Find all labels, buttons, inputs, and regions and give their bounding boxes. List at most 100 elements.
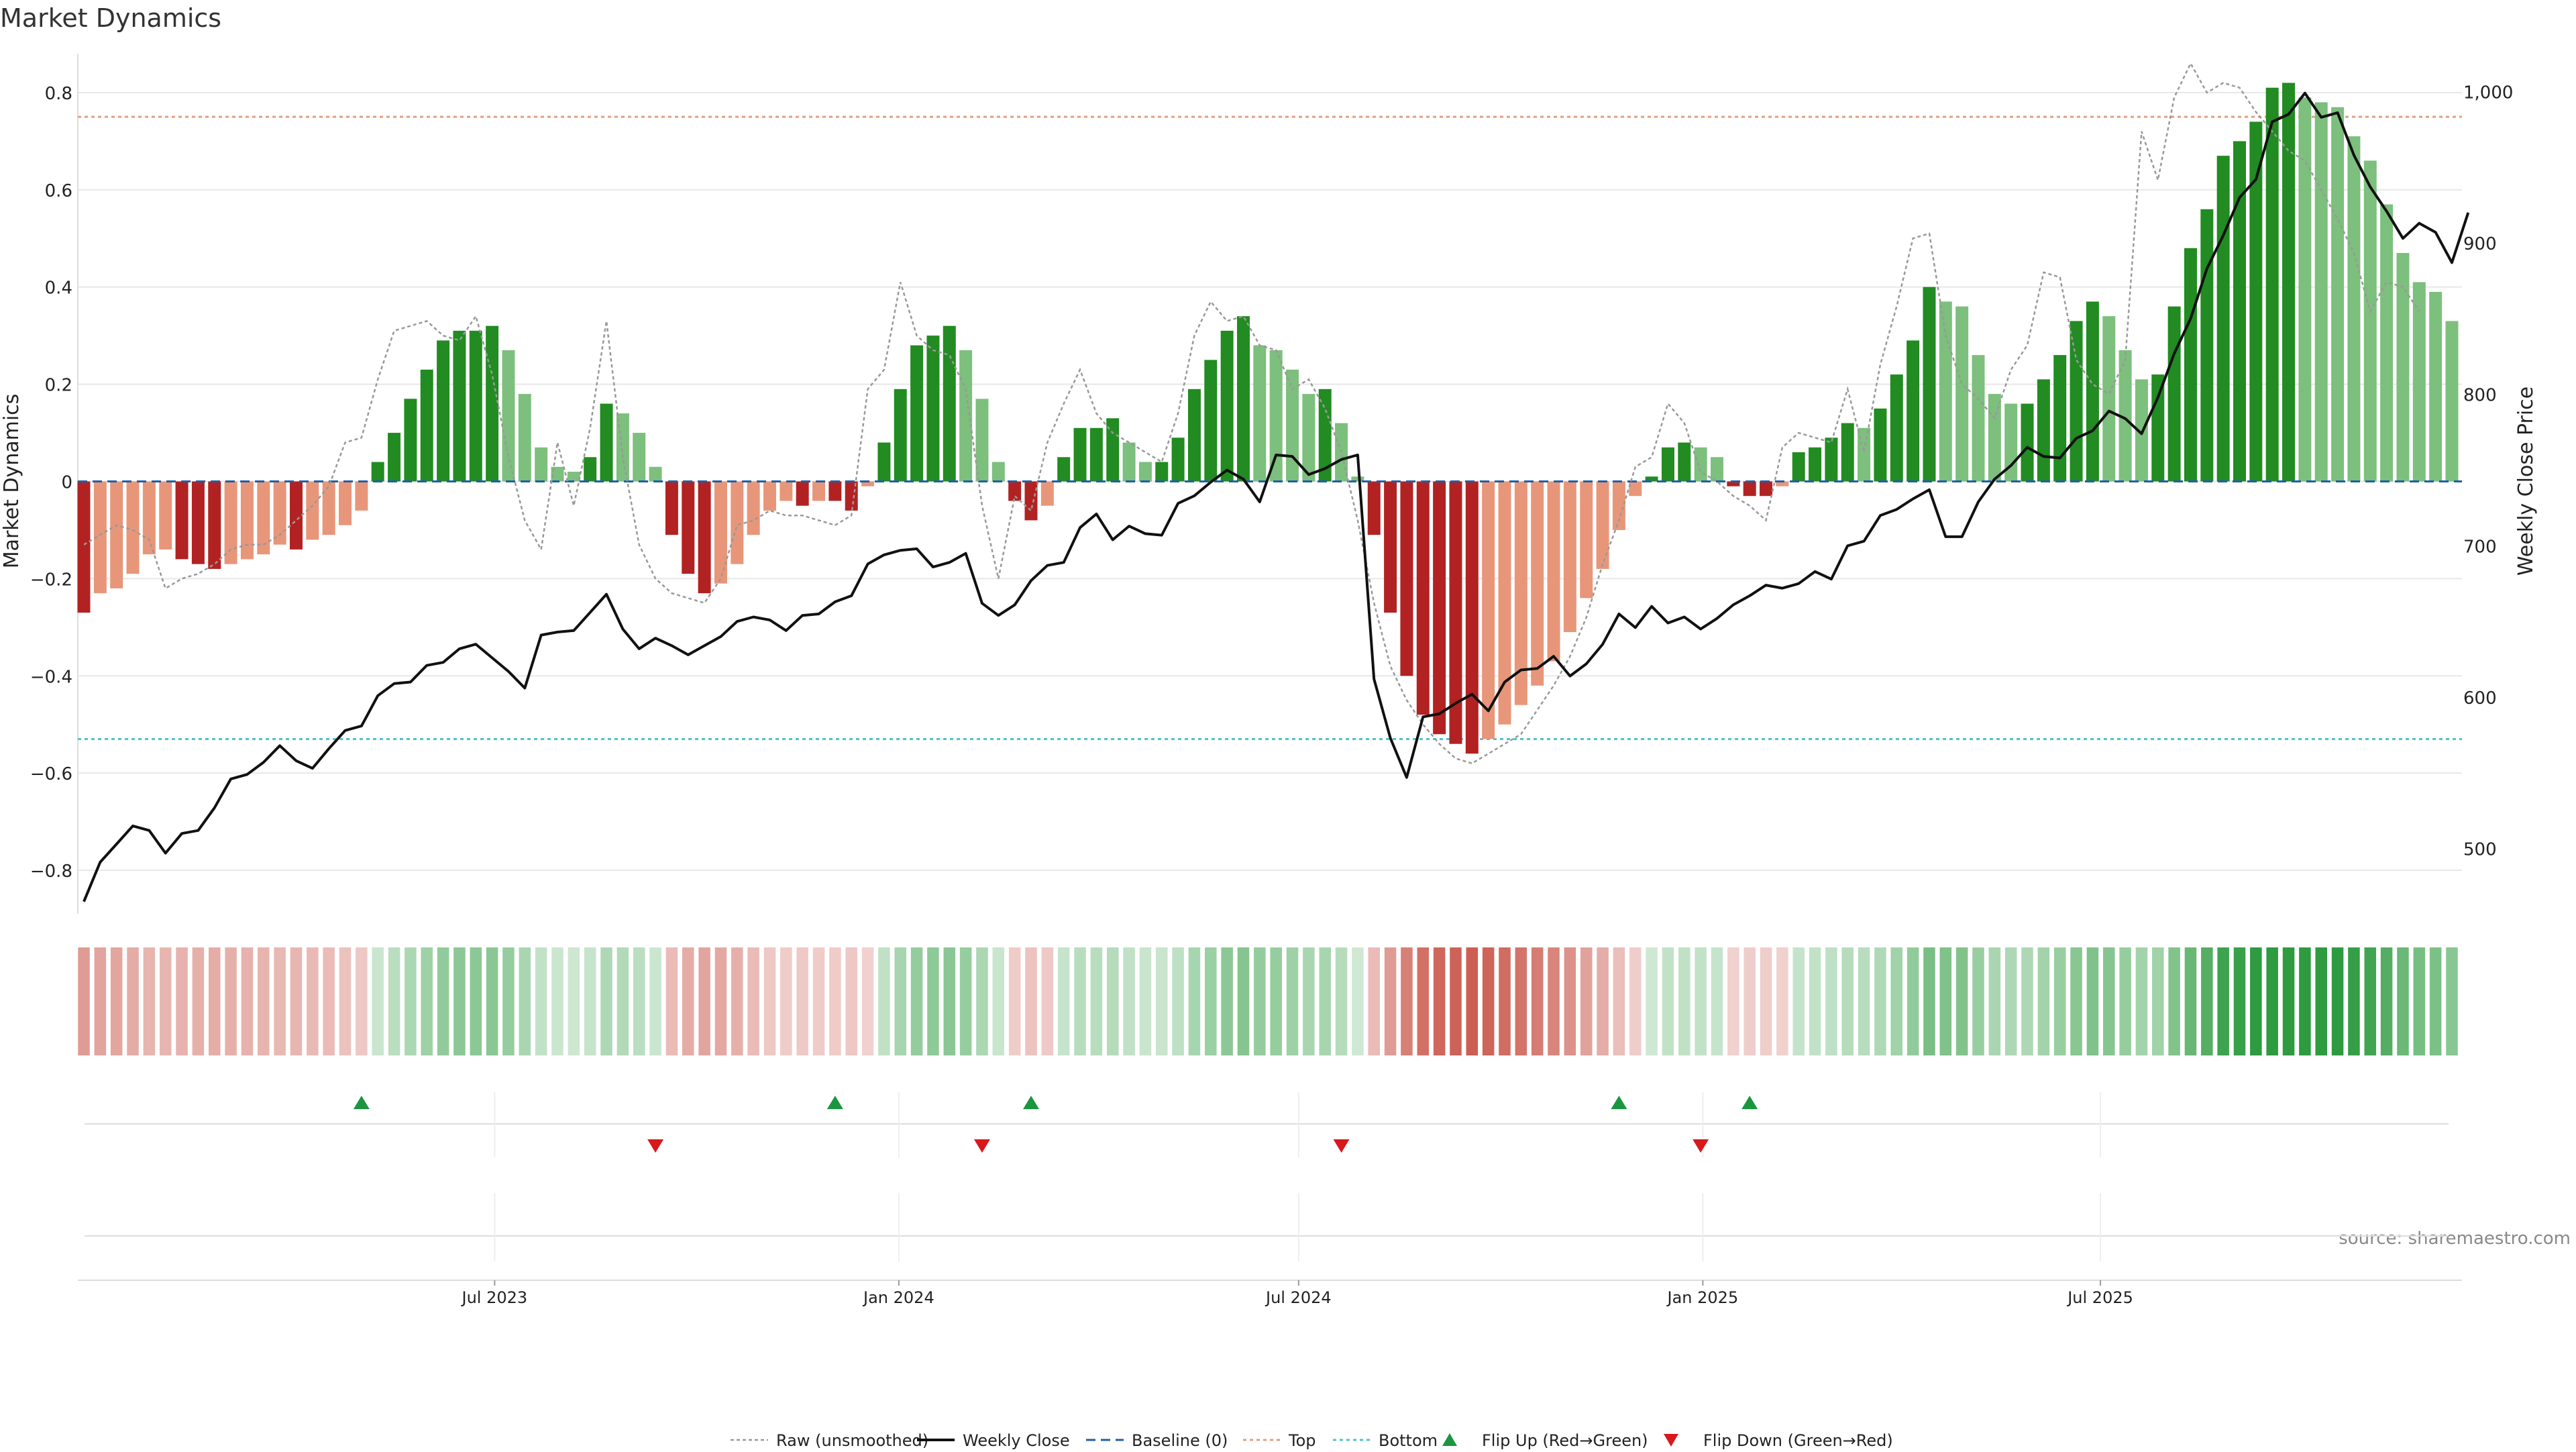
x-tick-label: Jul 2025 (2066, 1288, 2133, 1307)
dynamics-bar (1596, 481, 1609, 569)
regime-strip-cell (1662, 947, 1674, 1055)
regime-strip-cell (894, 947, 907, 1055)
regime-strip-cell (1417, 947, 1430, 1055)
dynamics-bar (1236, 316, 1250, 482)
dynamics-bar (1825, 437, 1838, 482)
dynamics-bar (404, 399, 417, 482)
regime-strip-cell (943, 947, 956, 1055)
regime-strip-cell (2380, 947, 2393, 1055)
dynamics-bar (2314, 102, 2328, 482)
dynamics-bar (1563, 481, 1576, 633)
regime-strip-cell (2037, 947, 2050, 1055)
dynamics-bar (1187, 388, 1201, 482)
legend-label: Top (1288, 1431, 1316, 1449)
dynamics-bar (1743, 481, 1756, 497)
dynamics-bar (812, 481, 826, 501)
chart-title: Market Dynamics (0, 3, 221, 33)
regime-strip-cell (1090, 947, 1103, 1055)
regime-strip-cell (453, 947, 466, 1055)
regime-strip-cell (1074, 947, 1086, 1055)
dynamics-bar (1482, 481, 1495, 739)
dynamics-bar (208, 481, 221, 569)
regime-strip-cell (356, 947, 368, 1055)
regime-strip-cell (176, 947, 188, 1055)
dynamics-bar (796, 481, 809, 506)
dynamics-bar (1612, 481, 1625, 530)
dynamics-bar (2233, 141, 2247, 482)
regime-strip-cell (796, 947, 808, 1055)
dynamics-bar (437, 340, 450, 482)
regime-strip-cell (1041, 947, 1054, 1055)
regime-strip-cell (992, 947, 1005, 1055)
dynamics-bar (665, 481, 678, 535)
regime-strip-cell (1221, 947, 1233, 1055)
dynamics-bar (126, 481, 140, 574)
dynamics-bar (2086, 301, 2099, 482)
regime-strip-cell (1025, 947, 1037, 1055)
y2-tick-label: 500 (2463, 840, 2497, 860)
dynamics-bar (1890, 374, 1903, 482)
dynamics-bar (1858, 427, 1871, 482)
dynamics-bar (175, 481, 189, 560)
regime-strip-cell (94, 947, 107, 1055)
regime-strip-cell (910, 947, 923, 1055)
regime-strip-cell (845, 947, 857, 1055)
legend-label: Flip Down (Green→Red) (1703, 1431, 1893, 1449)
regime-strip-cell (1711, 947, 1723, 1055)
regime-strip-cell (274, 947, 286, 1055)
dynamics-bar (1547, 481, 1560, 662)
regime-strip-cell (1450, 947, 1462, 1055)
regime-strip-cell (568, 947, 580, 1055)
dynamics-bar (1057, 457, 1071, 482)
regime-strip-cell (1499, 947, 1511, 1055)
dynamics-bar (1384, 481, 1397, 613)
regime-strip-cell (2168, 947, 2180, 1055)
regime-strip-cell (1188, 947, 1201, 1055)
dynamics-bar (1433, 481, 1446, 735)
regime-strip-cell (616, 947, 629, 1055)
dynamics-bar (1629, 481, 1642, 497)
regime-strip-cell (1564, 947, 1576, 1055)
regime-strip-cell (1727, 947, 1739, 1055)
dynamics-bar (2151, 374, 2165, 482)
regime-strip-cell (470, 947, 482, 1055)
regime-strip-cell (551, 947, 564, 1055)
raw-unsmoothed-line (83, 61, 2420, 765)
regime-strip-cell (307, 947, 319, 1055)
dynamics-bar (2021, 403, 2034, 482)
regime-strip-cell (1319, 947, 1331, 1055)
dynamics-bar (1694, 447, 1707, 482)
regime-strip-cell (143, 947, 156, 1055)
dynamics-bar (1498, 481, 1511, 725)
y2-tick-label: 600 (2463, 688, 2497, 709)
dynamics-bar (77, 481, 91, 613)
dynamics-bar (420, 369, 433, 482)
dynamics-bar (1302, 394, 1316, 482)
regime-strip-cell (959, 947, 972, 1055)
dynamics-bar (1024, 481, 1038, 521)
dynamics-bar (600, 403, 613, 482)
dynamics-bar (633, 433, 646, 482)
regime-strip-cell (1988, 947, 2001, 1055)
dynamics-bar (780, 481, 793, 501)
regime-strip-cell (1858, 947, 1870, 1055)
dynamics-bar (1727, 481, 1740, 486)
regime-strip-cell (258, 947, 270, 1055)
dynamics-bar (1465, 481, 1479, 754)
regime-strip-cell (1205, 947, 1217, 1055)
x-tick-label: Jul 2024 (1265, 1288, 1332, 1307)
dynamics-bar (1400, 481, 1413, 676)
regime-strip-cell (110, 947, 123, 1055)
regime-strip-cell (1531, 947, 1544, 1055)
dynamics-bar (975, 399, 989, 482)
regime-strip-cell (1825, 947, 1837, 1055)
regime-strip-cell (1106, 947, 1119, 1055)
regime-strip-cell (2135, 947, 2148, 1055)
regime-strip-cell (241, 947, 254, 1055)
regime-strip-cell (1352, 947, 1364, 1055)
regime-strip-cell (1760, 947, 1772, 1055)
dynamics-bar (894, 388, 907, 482)
regime-strip-cell (2184, 947, 2197, 1055)
flip-up-marker (1741, 1096, 1758, 1109)
